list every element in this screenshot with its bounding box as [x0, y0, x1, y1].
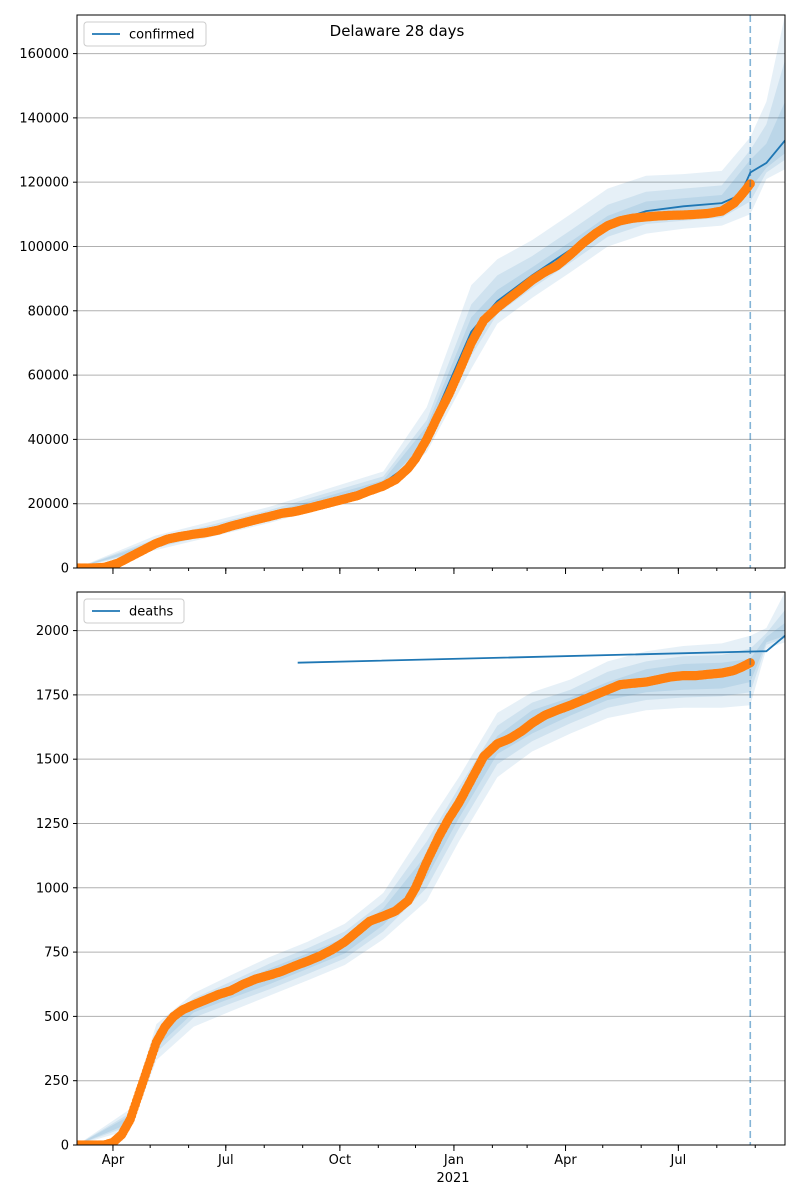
uncertainty-band-3 [77, 101, 785, 568]
y-tick-label: 80000 [28, 304, 69, 319]
y-tick-label: 100000 [19, 240, 69, 255]
x-tick-label: Apr [554, 1153, 577, 1168]
y-tick-label: 500 [44, 1010, 69, 1025]
y-tick-label: 20000 [28, 497, 69, 512]
figure-title: Delaware 28 days [330, 22, 465, 40]
y-tick-label: 40000 [28, 433, 69, 448]
y-tick-label: 250 [44, 1074, 69, 1089]
y-tick-label: 0 [61, 1139, 69, 1154]
x-tick-label: Jan [443, 1153, 464, 1168]
legend-label: deaths [129, 605, 174, 620]
uncertainty-band-1 [77, 15, 785, 568]
x-tick-label: Oct [329, 1153, 351, 1168]
x-tick-label: Jul [670, 1153, 687, 1168]
panel-deaths: 0 250 500 750 1000 1250 1500 1750 2000 Apr Jul Oct J… [36, 591, 786, 1168]
x-tick-label: Apr [102, 1153, 125, 1168]
y-tick-label: 60000 [28, 369, 69, 384]
model-line [297, 635, 785, 664]
legend-box [83, 21, 207, 47]
uncertainty-band-2 [77, 60, 785, 568]
axes-frame [76, 14, 786, 569]
y-tick-label: 1750 [36, 688, 69, 703]
y-tick-label: 160000 [19, 47, 69, 62]
y-tick-label: 0 [61, 562, 69, 577]
y-tick-label: 1250 [36, 817, 69, 832]
plot-area [77, 592, 785, 1145]
x-year-label: 2021 [436, 1171, 469, 1186]
y-tick-label: 1000 [36, 881, 69, 896]
axes-frame [76, 591, 786, 1146]
x-tick-label: Jul [217, 1153, 234, 1168]
y-tick-label: 140000 [19, 111, 69, 126]
legend-box [83, 598, 185, 624]
y-tick-label: 1500 [36, 753, 69, 768]
y-tick-label: 120000 [19, 176, 69, 191]
plot-area [77, 15, 785, 568]
uncertainty-band-1 [77, 592, 785, 1145]
legend-label: confirmed [129, 28, 195, 43]
y-tick-label: 750 [44, 946, 69, 961]
y-tick-label: 2000 [36, 624, 69, 639]
uncertainty-band-2 [77, 610, 785, 1145]
panel-confirmed: 0 20000 40000 60000 80000 100000 120000 140000 1… [19, 14, 786, 577]
